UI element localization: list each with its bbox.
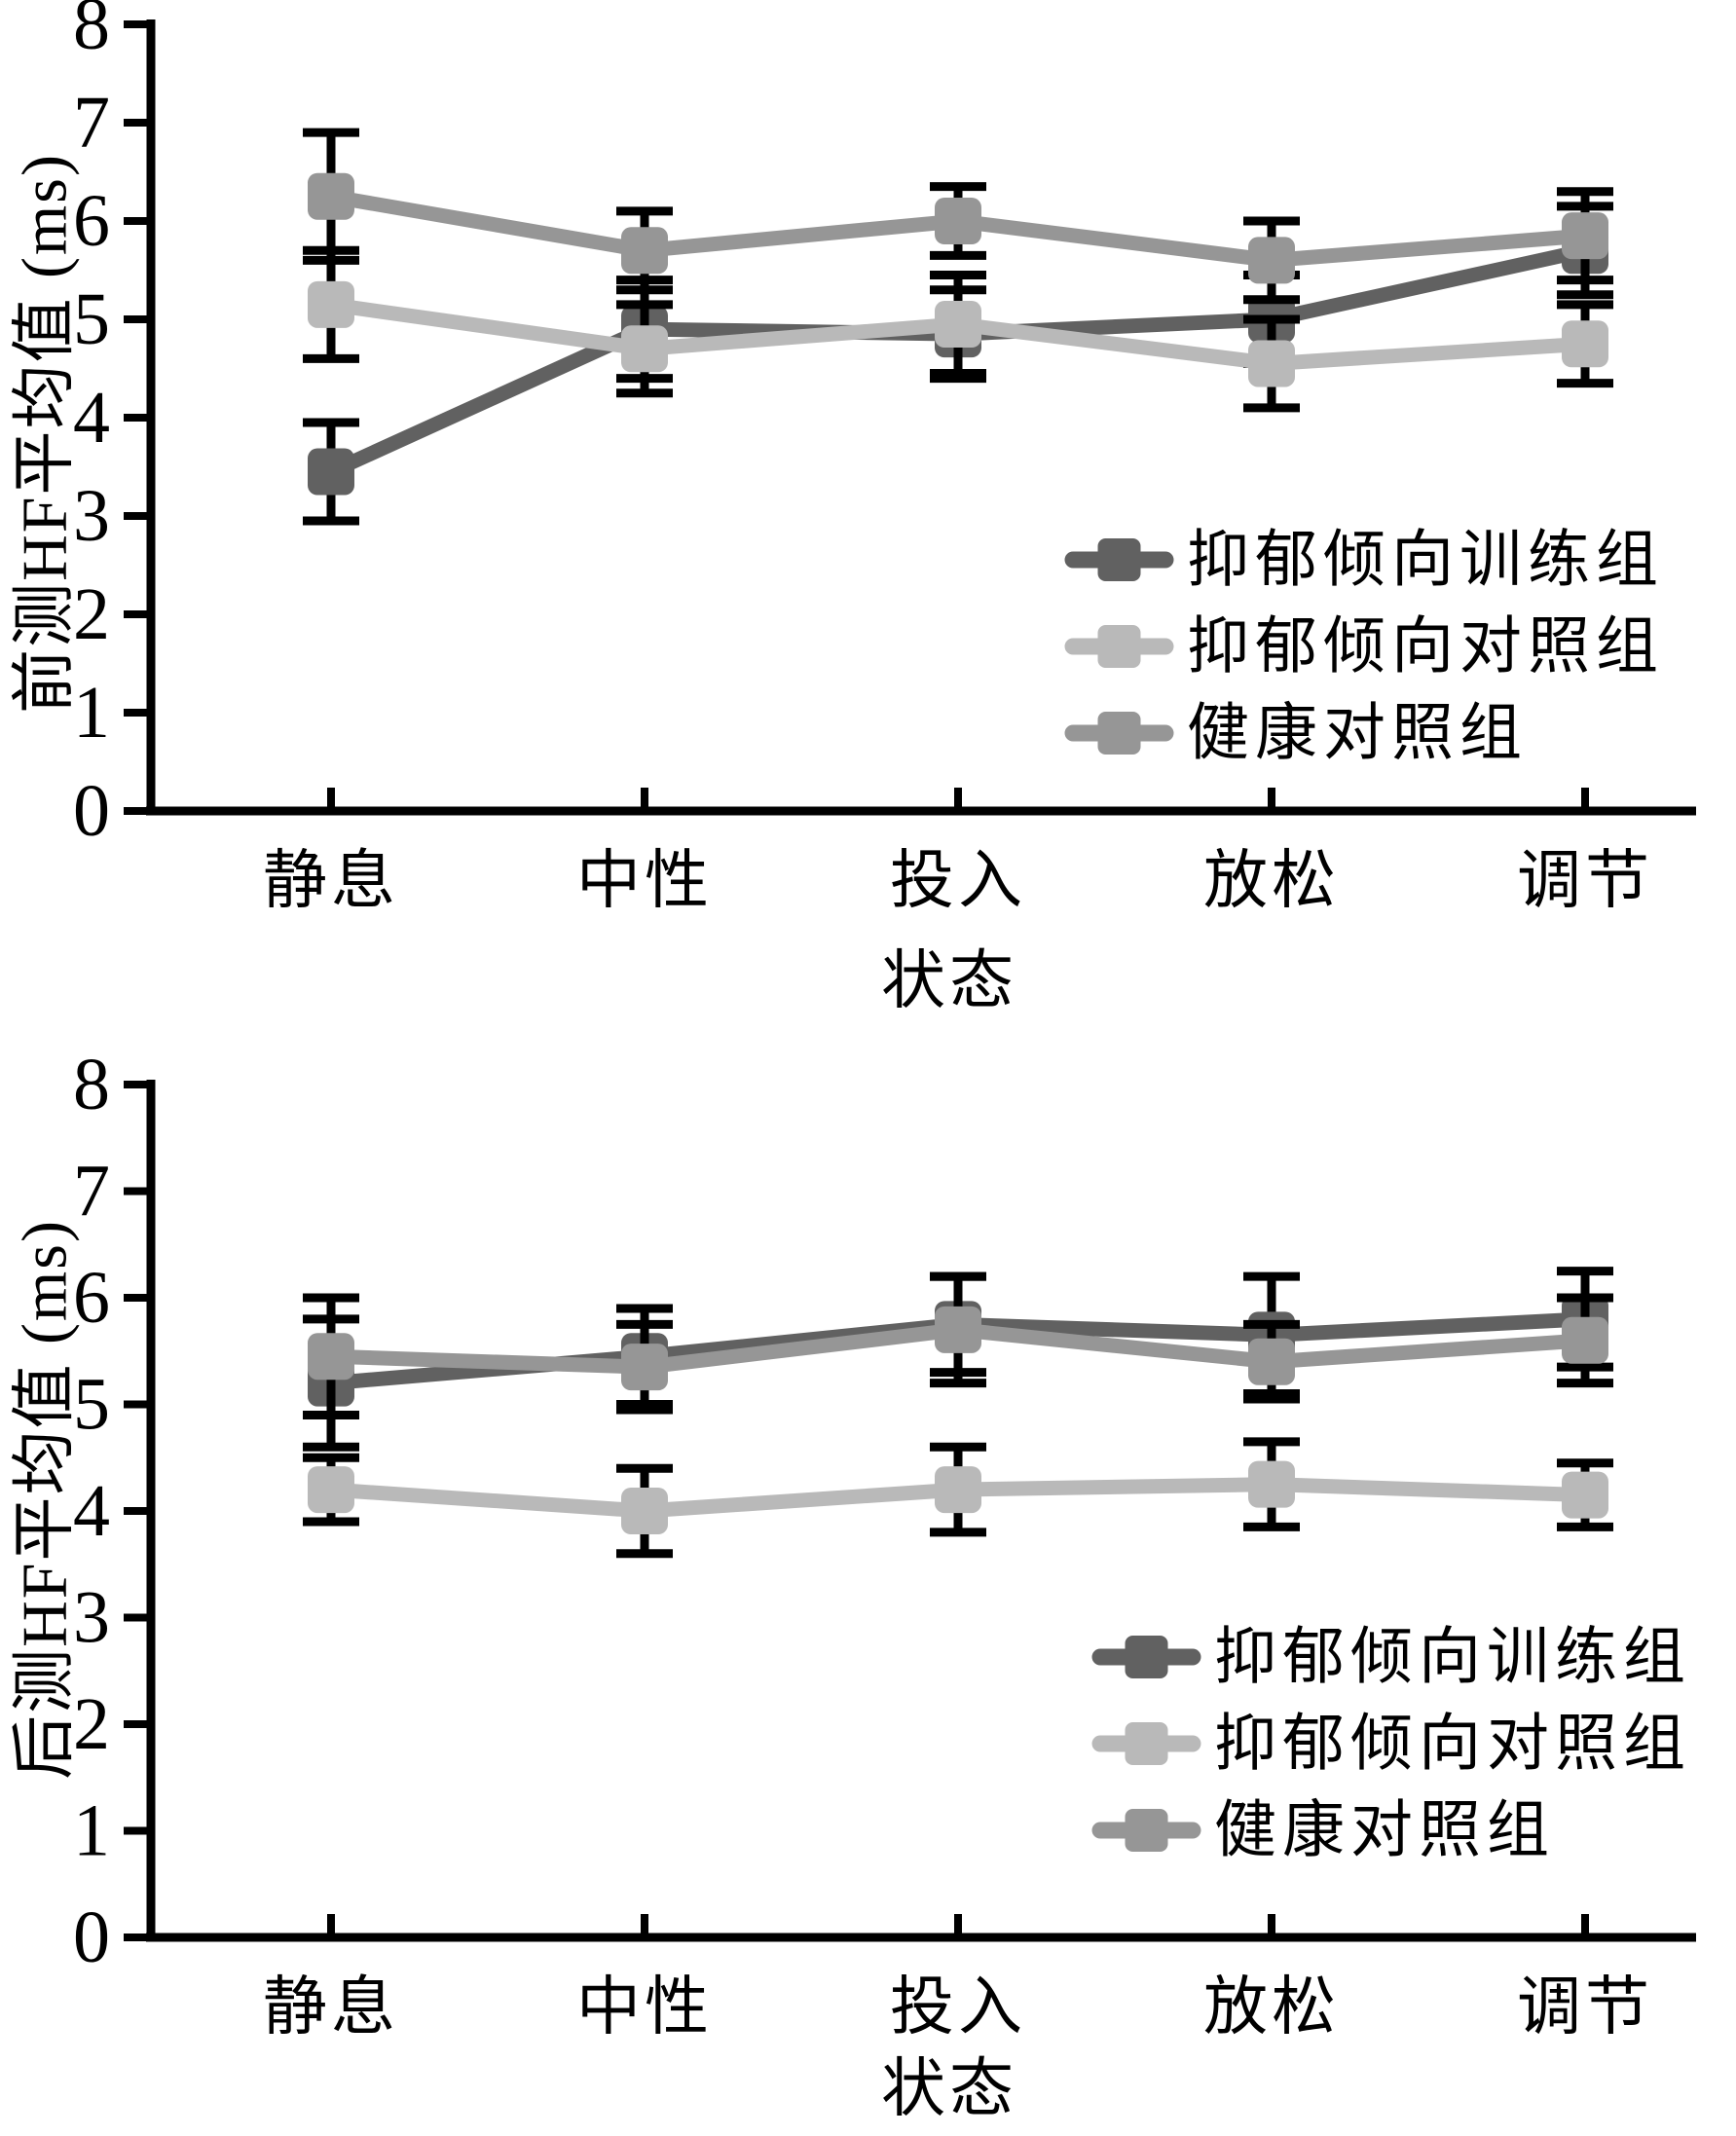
series-2 — [303, 128, 1613, 305]
y-tick-label: 0 — [73, 1897, 110, 1978]
y-tick-label: 8 — [73, 0, 110, 65]
y-tick-label: 6 — [73, 1257, 110, 1339]
x-tick-label: 中性 — [576, 846, 713, 917]
x-tick-label: 调节 — [1517, 846, 1653, 917]
data-point-marker — [308, 1333, 354, 1381]
y-tick-label: 4 — [73, 1470, 110, 1552]
legend-marker-square — [1097, 538, 1141, 581]
data-point-marker — [935, 301, 981, 349]
data-point-marker — [308, 280, 354, 328]
legend-marker-square — [1097, 625, 1141, 668]
legend-label: 抑郁倾向对照组 — [1214, 1710, 1691, 1779]
y-tick-label: 1 — [73, 672, 110, 754]
legend-marker-square — [1125, 1636, 1168, 1678]
legend-label: 抑郁倾向对照组 — [1187, 612, 1664, 681]
x-tick-label: 投入 — [890, 846, 1026, 917]
legend-label: 健康对照组 — [1187, 699, 1528, 768]
y-tick-label: 5 — [73, 278, 110, 360]
y-axis-title: 前测HF平均值 (ms) — [10, 153, 81, 714]
data-point-marker — [1562, 212, 1608, 260]
data-point-marker — [1248, 1338, 1295, 1385]
legend-label: 健康对照组 — [1214, 1796, 1555, 1865]
legend-marker-square — [1125, 1809, 1168, 1852]
data-point-marker — [621, 1344, 668, 1391]
x-tick-label: 放松 — [1203, 1972, 1340, 2044]
axes: 0 1 2 3 4 5 6 7 8 静息 中性 投入 放松 调节 — [73, 0, 1696, 917]
data-point-marker — [1248, 1460, 1295, 1508]
y-axis-title: 后测HF平均值 (ms) — [10, 1219, 81, 1780]
y-tick-label: 7 — [73, 1151, 110, 1233]
data-point-marker — [935, 198, 981, 244]
data-point-marker — [308, 1466, 354, 1514]
data-point-marker — [308, 172, 354, 220]
y-tick-label: 8 — [73, 1044, 110, 1125]
data-point-marker — [621, 227, 668, 275]
data-point-marker — [1248, 340, 1295, 387]
x-tick-label: 调节 — [1517, 1972, 1653, 2044]
y-tick-label: 7 — [73, 82, 110, 164]
data-point-marker — [1248, 237, 1295, 284]
y-tick-label: 5 — [73, 1364, 110, 1446]
axes: 0 1 2 3 4 5 6 7 8 静息 中性 投入 放松 调节 — [73, 1044, 1696, 2044]
y-tick-label: 3 — [73, 1577, 110, 1659]
data-point-marker — [621, 325, 668, 373]
x-axis-title: 状态 — [881, 946, 1017, 1017]
y-tick-label: 2 — [73, 1683, 110, 1765]
series-2 — [303, 1271, 1613, 1419]
data-point-marker — [621, 1488, 668, 1534]
data-point-marker — [1562, 1316, 1608, 1364]
legend-label: 抑郁倾向训练组 — [1214, 1623, 1691, 1692]
x-tick-label: 中性 — [576, 1972, 713, 2044]
series-1 — [303, 245, 1613, 413]
data-point-marker — [1562, 320, 1608, 368]
x-axis-title: 状态 — [881, 2054, 1017, 2125]
x-tick-label: 静息 — [263, 1972, 399, 2044]
y-tick-label: 2 — [73, 573, 110, 655]
data-point-marker — [935, 1306, 981, 1353]
x-tick-label: 投入 — [890, 1972, 1026, 2044]
y-tick-label: 1 — [73, 1790, 110, 1872]
x-tick-label: 静息 — [263, 846, 399, 917]
series-1 — [303, 1437, 1613, 1559]
legend-marker-square — [1125, 1722, 1168, 1765]
y-tick-label: 6 — [73, 180, 110, 262]
x-tick-label: 放松 — [1203, 846, 1340, 917]
data-point-marker — [1562, 1471, 1608, 1519]
y-tick-label: 3 — [73, 475, 110, 557]
y-tick-label: 0 — [73, 770, 110, 852]
legend-label: 抑郁倾向训练组 — [1187, 526, 1664, 595]
y-tick-label: 4 — [73, 377, 110, 459]
data-point-marker — [308, 448, 354, 496]
data-point-marker — [935, 1466, 981, 1514]
legend-marker-square — [1097, 712, 1141, 755]
